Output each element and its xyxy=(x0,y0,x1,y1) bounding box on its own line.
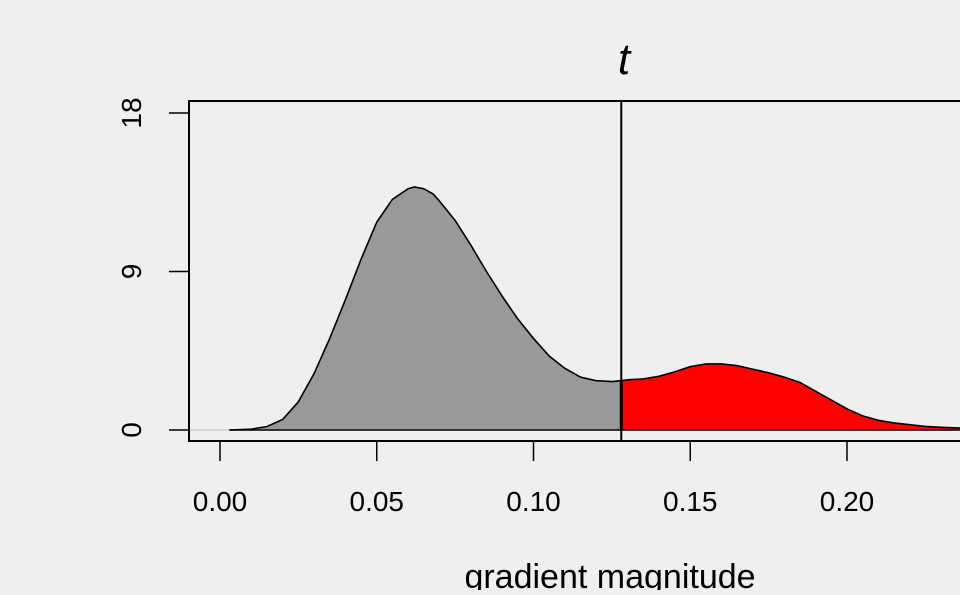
line-layer xyxy=(189,101,960,441)
x-tick-label: 0.15 xyxy=(663,486,718,517)
x-tick-label: 0.10 xyxy=(506,486,561,517)
area-above-threshold xyxy=(621,363,960,430)
area-layer xyxy=(229,186,960,430)
y-tick-label: 18 xyxy=(116,97,147,128)
x-tick-label: 0.05 xyxy=(350,486,405,517)
axes-layer xyxy=(169,100,960,461)
y-tick-label: 9 xyxy=(116,264,147,280)
text-layer: t gradient magnitude 0.00 0.05 0.10 0.15 0.2… xyxy=(116,35,875,595)
y-tick-label: 0 xyxy=(116,422,147,438)
x-tick-label: 0.00 xyxy=(193,486,248,517)
density-curve xyxy=(229,186,960,431)
x-axis-title: gradient magnitude xyxy=(464,558,755,590)
area-below-threshold xyxy=(229,186,622,430)
chart-title: t xyxy=(618,35,632,84)
x-tick-label: 0.20 xyxy=(820,486,875,517)
